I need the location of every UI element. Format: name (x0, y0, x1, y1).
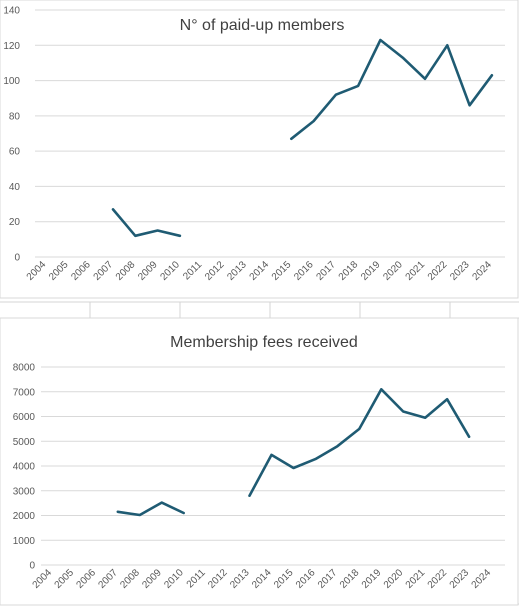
chart-1-title: N° of paid-up members (180, 17, 345, 34)
y-tick-label: 40 (9, 182, 21, 193)
y-tick-label: 0 (29, 561, 35, 572)
chart-1-gridlines (35, 9, 505, 258)
chart-2-gridlines (41, 366, 505, 566)
y-tick-label: 20 (9, 217, 21, 228)
series-line-segment (116, 501, 185, 517)
y-tick-label: 4000 (13, 462, 36, 473)
chart-paid-up-members: N° of paid-up members 0 20 40 60 80 100 120 140… (0, 0, 519, 299)
chart-2-series (116, 388, 471, 517)
y-tick-label: 7000 (13, 387, 36, 398)
chart-2-area (0, 317, 519, 606)
y-tick-label: 5000 (13, 437, 36, 448)
y-tick-label: 6000 (13, 412, 36, 423)
y-tick-label: 8000 (13, 363, 36, 374)
y-tick-label: 0 (14, 253, 20, 264)
chart-1-y-tick-labels: 0 20 40 60 80 100 120 140 (3, 6, 20, 264)
y-tick-label: 100 (3, 76, 20, 87)
series-line-segment (248, 388, 471, 497)
y-tick-label: 3000 (13, 486, 36, 497)
chart-membership-fees: Membership fees received 0 1000 2000 3000 40… (0, 317, 519, 606)
chart-1-series (111, 38, 494, 238)
chart-2-y-tick-labels: 0 1000 2000 3000 4000 5000 6000 7000 8000 (13, 363, 36, 572)
chart-2-title: Membership fees received (170, 334, 358, 351)
y-tick-label: 2000 (13, 511, 36, 522)
y-tick-label: 1000 (13, 536, 36, 547)
y-tick-label: 60 (9, 147, 21, 158)
chart-1-area (0, 0, 519, 299)
y-tick-label: 140 (3, 6, 20, 17)
series-line-segment (290, 38, 494, 141)
y-tick-label: 80 (9, 111, 21, 122)
y-tick-label: 120 (3, 41, 20, 52)
series-line-segment (111, 208, 182, 238)
